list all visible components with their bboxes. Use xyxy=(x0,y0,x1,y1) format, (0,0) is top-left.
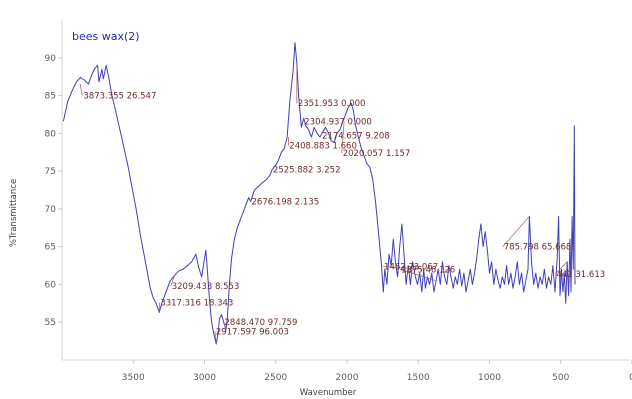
peak-leader-line xyxy=(170,275,175,287)
peak-label: 1462 73.067 xyxy=(384,262,438,272)
peak-leader-line xyxy=(502,216,530,247)
y-tick-label: 55 xyxy=(45,318,56,328)
peak-label: 2848.470 97.759 xyxy=(224,318,297,328)
x-tick-label: 1000 xyxy=(478,373,501,383)
peak-label: 785.798 65.668 xyxy=(504,243,572,253)
x-tick-label: 500 xyxy=(552,373,569,383)
x-tick-label: 2500 xyxy=(264,373,287,383)
peak-leader-line xyxy=(400,269,437,282)
annotation-layer: 3873.355 26.547 3317.316 18.343 3209.433 8… xyxy=(79,65,605,345)
peak-label: 3209.433 8.553 xyxy=(172,282,240,292)
x-tick-label: 2000 xyxy=(336,373,359,383)
peak-leader-line xyxy=(320,131,323,136)
peak-leader-line xyxy=(214,331,217,345)
peak-label: 2408.883 1.660 xyxy=(289,141,357,151)
peak-leader-line xyxy=(223,322,227,330)
chart-title: bees wax(2) xyxy=(72,30,140,43)
peak-label: 2351.953 0.000 xyxy=(298,99,366,109)
peak-label: 442 31.613 xyxy=(556,270,605,280)
x-tick-label: 0 xyxy=(629,373,632,383)
y-tick-label: 80 xyxy=(45,129,57,139)
x-tick-label: 3000 xyxy=(193,373,216,383)
axes-layer: 55 60 65 70 75 80 85 90 3500 3000 2500 2000 1500 1000… xyxy=(45,20,632,383)
peak-label: 2917.597 96.003 xyxy=(216,327,289,337)
peak-label: 1375 46.126 xyxy=(401,265,455,275)
x-tick-label: 1500 xyxy=(407,373,430,383)
peak-label: 3873.355 26.547 xyxy=(83,92,156,102)
peak-label: 2304.937 0.000 xyxy=(304,117,372,127)
y-tick-label: 75 xyxy=(45,167,56,177)
y-tick-label: 70 xyxy=(45,205,57,215)
peak-label: 2525.882 3.252 xyxy=(273,166,341,176)
y-tick-label: 65 xyxy=(45,243,56,253)
y-axis-title: %Transmittance xyxy=(9,179,19,247)
peak-leader-line xyxy=(341,121,345,154)
y-tick-label: 60 xyxy=(45,280,57,290)
y-tick-label: 90 xyxy=(45,54,57,64)
peak-leader-line xyxy=(79,83,83,96)
x-tick-label: 3500 xyxy=(122,373,145,383)
series-layer xyxy=(62,42,576,345)
x-axis-title: Wavenumber xyxy=(300,388,357,398)
peak-leader-line xyxy=(555,261,568,275)
peak-label: 2174.657 9.208 xyxy=(322,132,390,142)
peak-label: 2676.198 2.135 xyxy=(252,197,320,207)
y-tick-label: 85 xyxy=(45,92,56,102)
peak-label: 2020.057 1.157 xyxy=(343,149,411,159)
peak-label: 3317.316 18.343 xyxy=(160,299,233,309)
spectrum-line-0 xyxy=(62,42,576,345)
peak-leader-line xyxy=(383,265,424,270)
